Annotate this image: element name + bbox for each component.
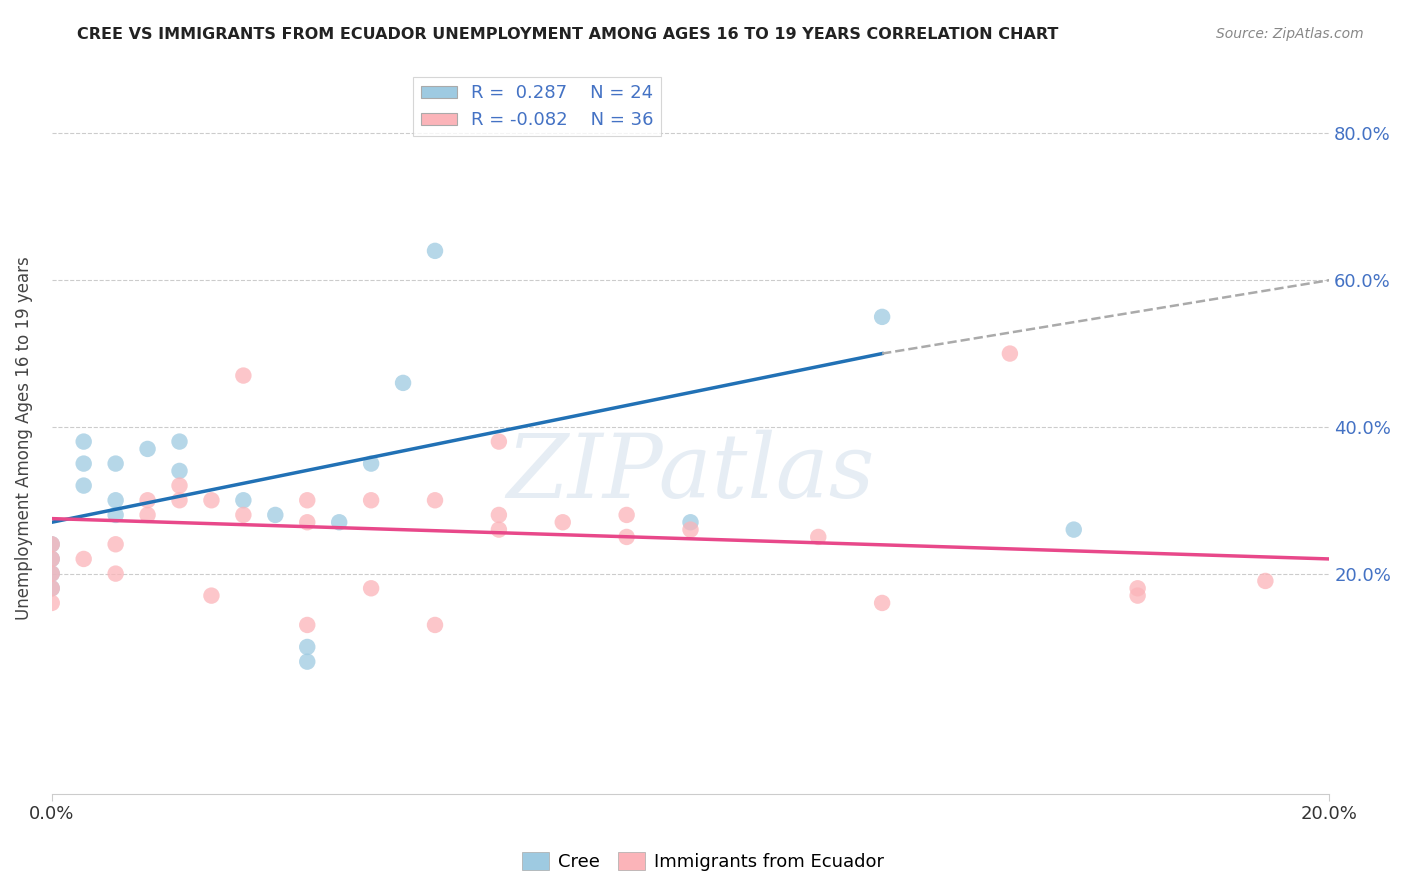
Point: [200, 589, 222, 603]
Point: [297, 493, 319, 508]
Point: [679, 516, 702, 530]
Point: [360, 493, 382, 508]
Legend: R =  0.287    N = 24, R = -0.082    N = 36: R = 0.287 N = 24, R = -0.082 N = 36: [413, 77, 661, 136]
Point: [264, 508, 287, 522]
Text: CREE VS IMMIGRANTS FROM ECUADOR UNEMPLOYMENT AMONG AGES 16 TO 19 YEARS CORRELATI: CREE VS IMMIGRANTS FROM ECUADOR UNEMPLOY…: [77, 27, 1059, 42]
Point: [616, 508, 638, 522]
Point: [41, 537, 63, 551]
Point: [423, 244, 446, 258]
Point: [104, 566, 127, 581]
Point: [297, 516, 319, 530]
Point: [488, 434, 510, 449]
Point: [488, 508, 510, 522]
Point: [328, 516, 350, 530]
Point: [807, 530, 830, 544]
Point: [998, 346, 1021, 360]
Point: [232, 368, 254, 383]
Point: [360, 582, 382, 596]
Point: [41, 582, 63, 596]
Point: [1063, 523, 1085, 537]
Point: [551, 516, 574, 530]
Point: [104, 508, 127, 522]
Point: [73, 434, 96, 449]
Point: [41, 596, 63, 610]
Point: [232, 508, 254, 522]
Point: [104, 457, 127, 471]
Point: [169, 464, 191, 478]
Point: [104, 537, 127, 551]
Point: [41, 552, 63, 566]
Point: [41, 552, 63, 566]
Point: [41, 537, 63, 551]
Point: [73, 552, 96, 566]
Point: [73, 478, 96, 492]
Point: [1126, 589, 1149, 603]
Point: [423, 493, 446, 508]
Point: [73, 457, 96, 471]
Point: [870, 596, 893, 610]
Point: [41, 566, 63, 581]
Point: [136, 493, 159, 508]
Point: [232, 493, 254, 508]
Point: [1126, 582, 1149, 596]
Point: [169, 493, 191, 508]
Text: ZIPatlas: ZIPatlas: [506, 430, 875, 517]
Point: [488, 523, 510, 537]
Point: [41, 582, 63, 596]
Point: [679, 523, 702, 537]
Point: [1254, 574, 1277, 588]
Point: [870, 310, 893, 324]
Text: Source: ZipAtlas.com: Source: ZipAtlas.com: [1216, 27, 1364, 41]
Point: [136, 442, 159, 456]
Point: [616, 530, 638, 544]
Point: [200, 493, 222, 508]
Point: [392, 376, 415, 390]
Legend: Cree, Immigrants from Ecuador: Cree, Immigrants from Ecuador: [515, 845, 891, 879]
Point: [297, 618, 319, 632]
Point: [423, 618, 446, 632]
Point: [297, 640, 319, 654]
Y-axis label: Unemployment Among Ages 16 to 19 years: Unemployment Among Ages 16 to 19 years: [15, 256, 32, 620]
Point: [360, 457, 382, 471]
Point: [169, 478, 191, 492]
Point: [297, 655, 319, 669]
Point: [104, 493, 127, 508]
Point: [136, 508, 159, 522]
Point: [41, 566, 63, 581]
Point: [169, 434, 191, 449]
